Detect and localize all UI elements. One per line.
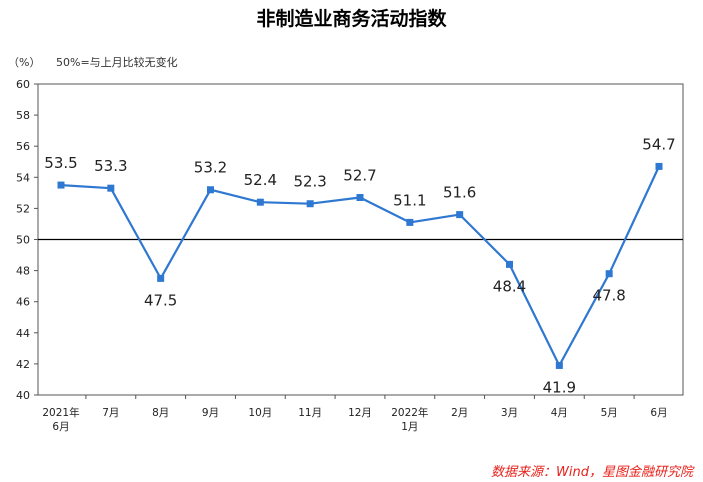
x-tick-label: 1月 [401, 421, 418, 433]
data-label: 52.7 [343, 167, 376, 185]
data-label: 41.9 [543, 378, 576, 396]
x-tick-label: 2021年 [42, 406, 79, 419]
data-label: 51.6 [443, 184, 476, 202]
x-tick-label: 12月 [348, 407, 372, 419]
x-tick-label: 9月 [202, 407, 219, 419]
x-tick-label: 5月 [601, 407, 618, 419]
data-point [456, 211, 464, 219]
data-point [207, 186, 214, 194]
y-tick-label: 48 [16, 265, 30, 278]
y-tick-label: 56 [16, 140, 30, 153]
x-tick-label: 6月 [52, 421, 69, 433]
y-tick-label: 50 [16, 234, 30, 247]
data-label: 51.1 [393, 191, 426, 209]
y-tick-label: 60 [16, 78, 30, 91]
data-point [506, 260, 513, 268]
y-tick-label: 46 [16, 296, 30, 309]
x-tick-label: 11月 [298, 407, 322, 419]
data-point [57, 181, 65, 189]
data-label: 54.7 [642, 135, 675, 153]
x-tick-label: 2月 [451, 407, 468, 419]
data-label: 48.4 [493, 277, 526, 295]
chart-title: 非制造业商务活动指数 [256, 8, 447, 30]
data-point [107, 184, 115, 192]
data-point [256, 198, 264, 206]
reference-note: 50%=与上月比较无变化 [56, 56, 178, 69]
y-axis-unit: （%） [8, 56, 41, 69]
data-point [406, 218, 414, 226]
y-tick-label: 58 [16, 109, 30, 122]
source-note: 数据来源：Wind，星图金融研究院 [491, 465, 693, 480]
x-tick-label: 6月 [650, 407, 667, 419]
y-tick-label: 52 [16, 202, 30, 215]
y-tick-label: 42 [16, 358, 30, 371]
data-label: 53.5 [44, 154, 77, 172]
x-tick-label: 4月 [551, 407, 568, 419]
x-tick-label: 10月 [248, 407, 272, 419]
data-point [306, 200, 314, 208]
x-tick-label: 8月 [152, 407, 169, 419]
data-label: 52.3 [293, 173, 326, 191]
y-tick-label: 40 [16, 389, 30, 402]
y-tick-label: 54 [16, 171, 30, 184]
data-label: 53.3 [94, 157, 127, 175]
x-tick-label: 3月 [501, 407, 518, 419]
data-point [356, 194, 364, 202]
data-point [555, 361, 563, 369]
data-point [605, 270, 613, 278]
x-tick-label: 7月 [102, 407, 119, 419]
data-point [157, 274, 165, 282]
data-label: 52.4 [244, 171, 277, 189]
x-tick-label: 2022年 [391, 406, 428, 419]
data-point [655, 162, 663, 170]
data-label: 47.8 [592, 287, 625, 305]
y-tick-label: 44 [16, 327, 30, 340]
data-label: 47.5 [144, 291, 177, 309]
data-label: 53.2 [194, 159, 227, 177]
